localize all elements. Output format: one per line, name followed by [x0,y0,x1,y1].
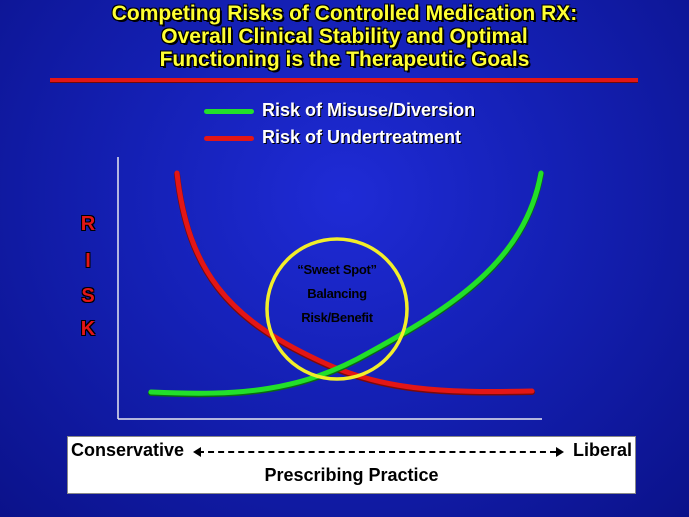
y-axis-letter-s: S [81,285,95,307]
legend-swatch-red [204,136,254,141]
x-axis-right-label: Liberal [572,440,632,460]
y-axis-letter-k: K [80,318,96,340]
dashed-axis-line [198,451,556,453]
arrow-right-icon [556,447,564,457]
x-axis-title: Prescribing Practice [264,465,439,485]
sweet-spot-circle [265,237,409,381]
prescribing-practice-axis: Conservative Liberal Prescribing Practic… [67,436,636,494]
sweet-spot-line-2: Balancing [307,286,367,301]
legend-label-undertreatment: Risk of Undertreatment [262,127,462,147]
sweet-spot-line-3: Risk/Benefit [301,310,373,325]
title-underline-rule [50,78,638,83]
sweet-spot-label: “Sweet Spot” Balancing Risk/Benefit [272,258,402,330]
legend-swatch-green [204,109,254,114]
x-axis-left-label: Conservative [71,440,185,460]
undertreatment-curve [174,170,535,394]
arrow-left-icon [193,447,201,457]
y-axis-letter-i: I [85,250,91,272]
title-line-3: Functioning is the Therapeutic Goals [159,48,530,71]
title-line-2: Overall Clinical Stability and Optimal [161,25,528,48]
title-line-1: Competing Risks of Controlled Medication… [111,2,578,25]
y-axis-letter-r: R [80,213,96,235]
sweet-spot-line-1: “Sweet Spot” [297,262,377,277]
legend-label-misuse: Risk of Misuse/Diversion [262,100,476,120]
slide-title: Competing Risks of Controlled Medication… [0,2,689,71]
misuse-curve [148,170,544,396]
